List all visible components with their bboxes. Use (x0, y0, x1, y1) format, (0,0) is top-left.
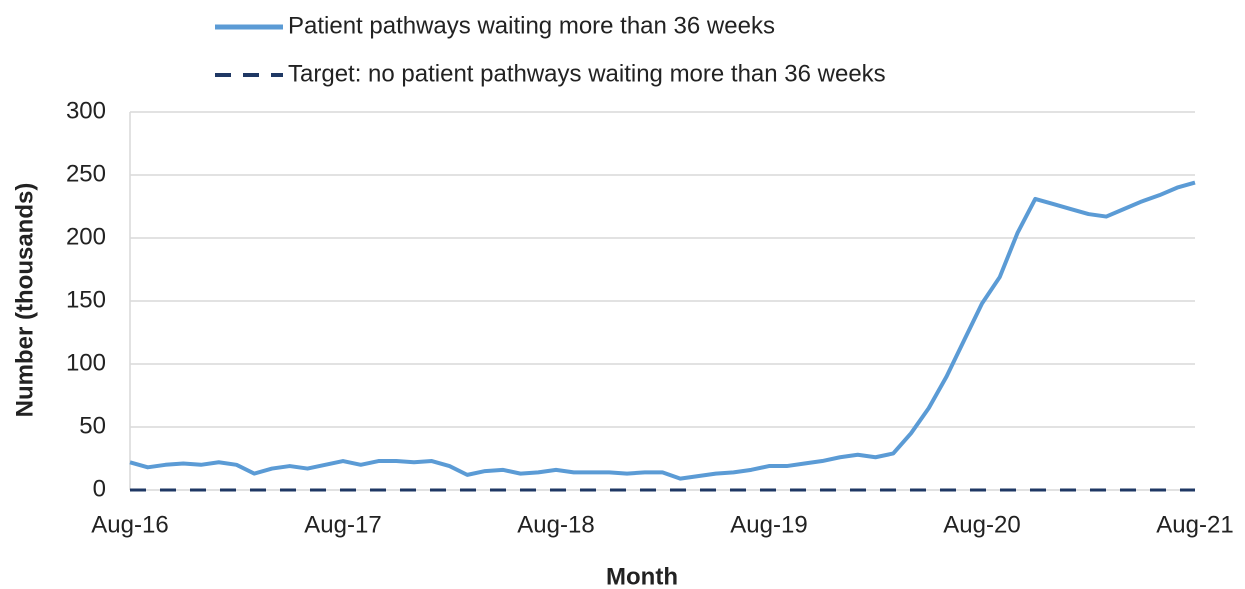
x-tick-label: Aug-17 (304, 511, 381, 538)
x-tick-label: Aug-19 (730, 511, 807, 538)
series-line (129, 180, 1196, 481)
x-tick-label: Aug-16 (91, 511, 168, 538)
y-tick-label: 100 (66, 349, 106, 376)
y-tick-label: 300 (66, 97, 106, 124)
y-tick-label: 150 (66, 286, 106, 313)
x-tick-label: Aug-21 (1156, 511, 1233, 538)
y-tick-label: 250 (66, 160, 106, 187)
x-axis-title: Month (606, 563, 678, 589)
x-tick-label: Aug-20 (943, 511, 1020, 538)
y-tick-label: 200 (66, 223, 106, 250)
legend-label: Target: no patient pathways waiting more… (288, 60, 886, 87)
legend-label: Patient pathways waiting more than 36 we… (288, 12, 775, 39)
x-tick-label: Aug-18 (517, 511, 594, 538)
y-axis-title: Number (thousands) (11, 183, 38, 418)
y-tick-label: 50 (79, 412, 106, 439)
y-tick-label: 0 (93, 475, 106, 502)
